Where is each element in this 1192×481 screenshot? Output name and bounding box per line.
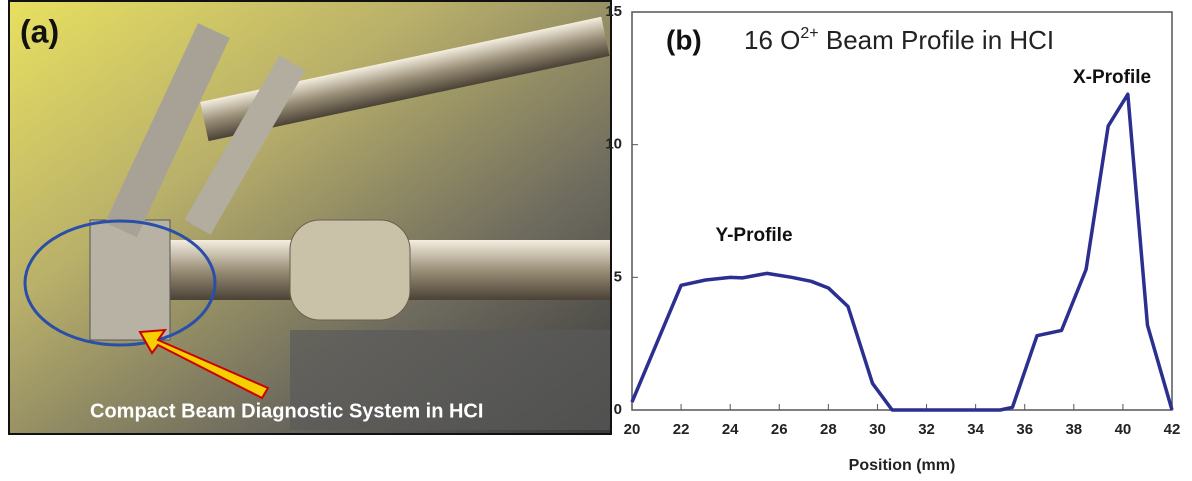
table [290,330,610,430]
y-tick-label: 15 [605,3,622,20]
title-part: 2+ [800,25,818,42]
x-tick-label: 22 [673,421,690,438]
x-tick-label: 42 [1164,421,1181,438]
chamber [89,219,171,341]
x-tick-label: 20 [624,421,641,438]
chart-title: 16 O2+ Beam Profile in HCI [744,25,1054,55]
actuator [184,55,306,235]
x-tick-label: 36 [1016,421,1033,438]
photo-panel: (a) Compact Beam Diagnostic System in HC… [8,0,612,435]
y-tick-label: 0 [614,401,622,418]
highlight-ellipse [23,219,217,347]
x-axis-label: Position (mm) [849,457,956,474]
pipe [200,16,610,142]
y-tick-label: 5 [614,268,622,285]
x-tick-label: 24 [722,421,739,438]
x-tick-label: 38 [1065,421,1082,438]
title-part: Beam Profile in HCI [819,25,1055,55]
x-tick-label: 26 [771,421,788,438]
panel-label: (a) [20,13,59,49]
x-tick-label: 30 [869,421,886,438]
actuator [105,23,230,238]
x-tick-label: 40 [1115,421,1132,438]
chart: (b) 16 O2+ Beam Profile in HCI Position … [605,3,1180,474]
annotation: Y-Profile [715,225,792,246]
arrow [138,328,270,400]
bellows [289,219,411,321]
title-part: 16 O [744,25,800,55]
panel-label: (b) [666,24,702,55]
annotation: X-Profile [1073,67,1151,88]
x-tick-label: 28 [820,421,837,438]
x-tick-label: 34 [967,421,984,438]
x-tick-label: 32 [918,421,935,438]
data-line [630,92,1174,412]
caption: Compact Beam Diagnostic System in HCI [90,400,483,422]
y-tick-label: 10 [605,136,622,153]
